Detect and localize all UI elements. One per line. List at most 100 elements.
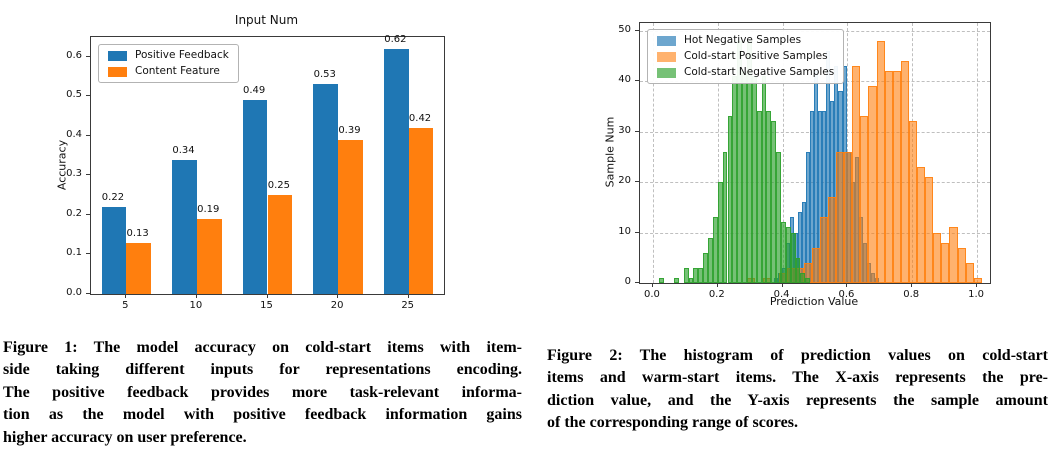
x-tick-label: 0.2 [708,289,725,300]
figure1-plot-area: Positive Feedback Content Feature [90,36,445,295]
x-tick-mark [976,283,978,287]
bar-content-feature [408,127,434,294]
y-tick-label: 0.1 [66,247,82,259]
legend-item-label: Positive Feedback [135,49,229,61]
hist-bar-cold-start-negative [674,277,679,283]
hist-bar-cold-start-negative [800,272,806,283]
x-tick-mark [125,294,127,298]
bar-value-label: 0.13 [126,227,149,239]
hist-bar-cold-start-negative [708,237,713,283]
grid-line-vertical [782,23,784,283]
y-tick-label: 20 [618,175,631,187]
y-tick-label: 30 [618,124,631,136]
bar-value-label: 0.19 [197,203,220,215]
legend-item-label: Cold-start Positive Samples [684,50,828,62]
x-tick-label: 5 [122,300,129,311]
figure1-chart-title: Input Num [234,13,299,27]
legend-item-label: Content Feature [135,65,220,77]
figure1-caption: Figure 1: The model accuracy on cold-sta… [3,337,522,449]
caption-line: tion as the model with positive feedback… [3,406,522,424]
y-tick-label: 0.4 [66,128,82,140]
x-tick-label: 0.6 [838,289,855,300]
bar-content-feature [267,195,293,294]
x-tick-label: 0.4 [773,289,790,300]
y-tick-label: 10 [618,225,631,237]
bar-content-feature [338,139,363,294]
hist-bar-cold-start-positive [908,121,918,283]
x-tick-mark [781,283,783,287]
legend-item-label: Hot Negative Samples [684,34,802,46]
x-tick-label: 25 [401,300,415,311]
hist-bar-cold-start-negative [722,151,728,283]
hist-bar-cold-start-positive [836,151,845,283]
x-tick-mark [407,294,409,298]
legend: Hot Negative Samples Cold-start Positive … [647,29,845,84]
legend-swatch [108,66,127,77]
x-tick-label: 10 [189,300,203,311]
x-tick-mark [266,294,268,298]
hist-bar-cold-start-negative [771,121,777,283]
x-tick-mark [846,283,848,287]
hist-bar-cold-start-positive [900,60,909,283]
hist-bar-cold-start-positive [860,116,869,283]
hist-bar-cold-start-negative [766,111,772,283]
bar-value-label: 0.34 [172,144,195,156]
grid-line-vertical [652,23,654,283]
bar-value-label: 0.53 [313,69,336,81]
grid-line-vertical [717,23,719,283]
grid-line-vertical [977,23,979,283]
hist-bar-cold-start-negative [805,277,811,283]
y-tick-mark [86,293,90,294]
figure2-caption: Figure 2: The histogram of prediction va… [547,345,1048,435]
hist-bar-cold-start-positive [949,227,958,283]
y-tick-mark [86,253,90,255]
bar-positive-feedback [101,207,127,294]
y-tick-label: 0.3 [66,168,82,180]
x-tick-mark [716,283,718,287]
hist-bar-cold-start-positive [852,65,861,283]
caption-line: items and warm-start items. The X-axis r… [547,369,1048,387]
hist-bar-cold-start-negative [703,252,709,283]
y-tick-label: 0.5 [66,89,82,101]
legend-swatch [108,50,127,61]
hist-bar-cold-start-negative [683,267,689,283]
figure2-plot-area: Hot Negative Samples Cold-start Positive … [639,22,991,284]
hist-bar-cold-start-positive [917,166,926,283]
x-tick-mark [651,283,653,287]
figure2-histogram-chart: Sample Num Prediction Value Hot Negative… [590,0,1054,335]
figure2-x-axis-label: Prediction Value [769,295,859,308]
bar-content-feature [196,218,222,294]
hist-bar-cold-start-negative [756,111,762,283]
hist-bar-cold-start-positive [925,176,934,283]
bar-positive-feedback [383,48,409,294]
y-tick-mark [635,29,639,31]
caption-line: Figure 2: The histogram of prediction va… [547,347,1048,364]
hist-bar-cold-start-negative [785,227,791,283]
x-tick-label: 0.0 [644,289,660,300]
hist-bar-cold-start-positive [811,247,820,283]
legend-swatch [657,67,676,78]
y-tick-mark [86,134,90,136]
bar-value-label: 0.42 [408,112,432,124]
caption-line: higher accuracy on user preference. [3,428,247,446]
y-tick-label: 50 [618,23,631,35]
legend-swatch [657,35,676,46]
bar-value-label: 0.62 [384,33,407,45]
hist-bar-cold-start-negative [727,116,733,283]
hist-bar-cold-start-negative [795,257,801,283]
bar-value-label: 0.25 [267,180,290,192]
bar-positive-feedback [172,159,197,294]
x-tick-mark [911,283,913,287]
hist-bar-cold-start-positive [844,151,853,283]
hist-bar-cold-start-positive [884,70,893,283]
legend-item: Cold-start Negative Samples [657,67,834,78]
x-tick-mark [195,294,197,298]
caption-line: side taking different inputs for represe… [3,361,522,379]
legend: Positive Feedback Content Feature [98,44,239,83]
bar-value-label: 0.49 [243,85,266,97]
hist-bar-cold-start-positive [957,247,966,283]
y-tick-mark [86,213,90,215]
hist-bar-cold-start-negative [688,277,694,283]
figure1-bar-chart: Input Num Accuracy Positive Feedback Cont… [0,0,470,332]
